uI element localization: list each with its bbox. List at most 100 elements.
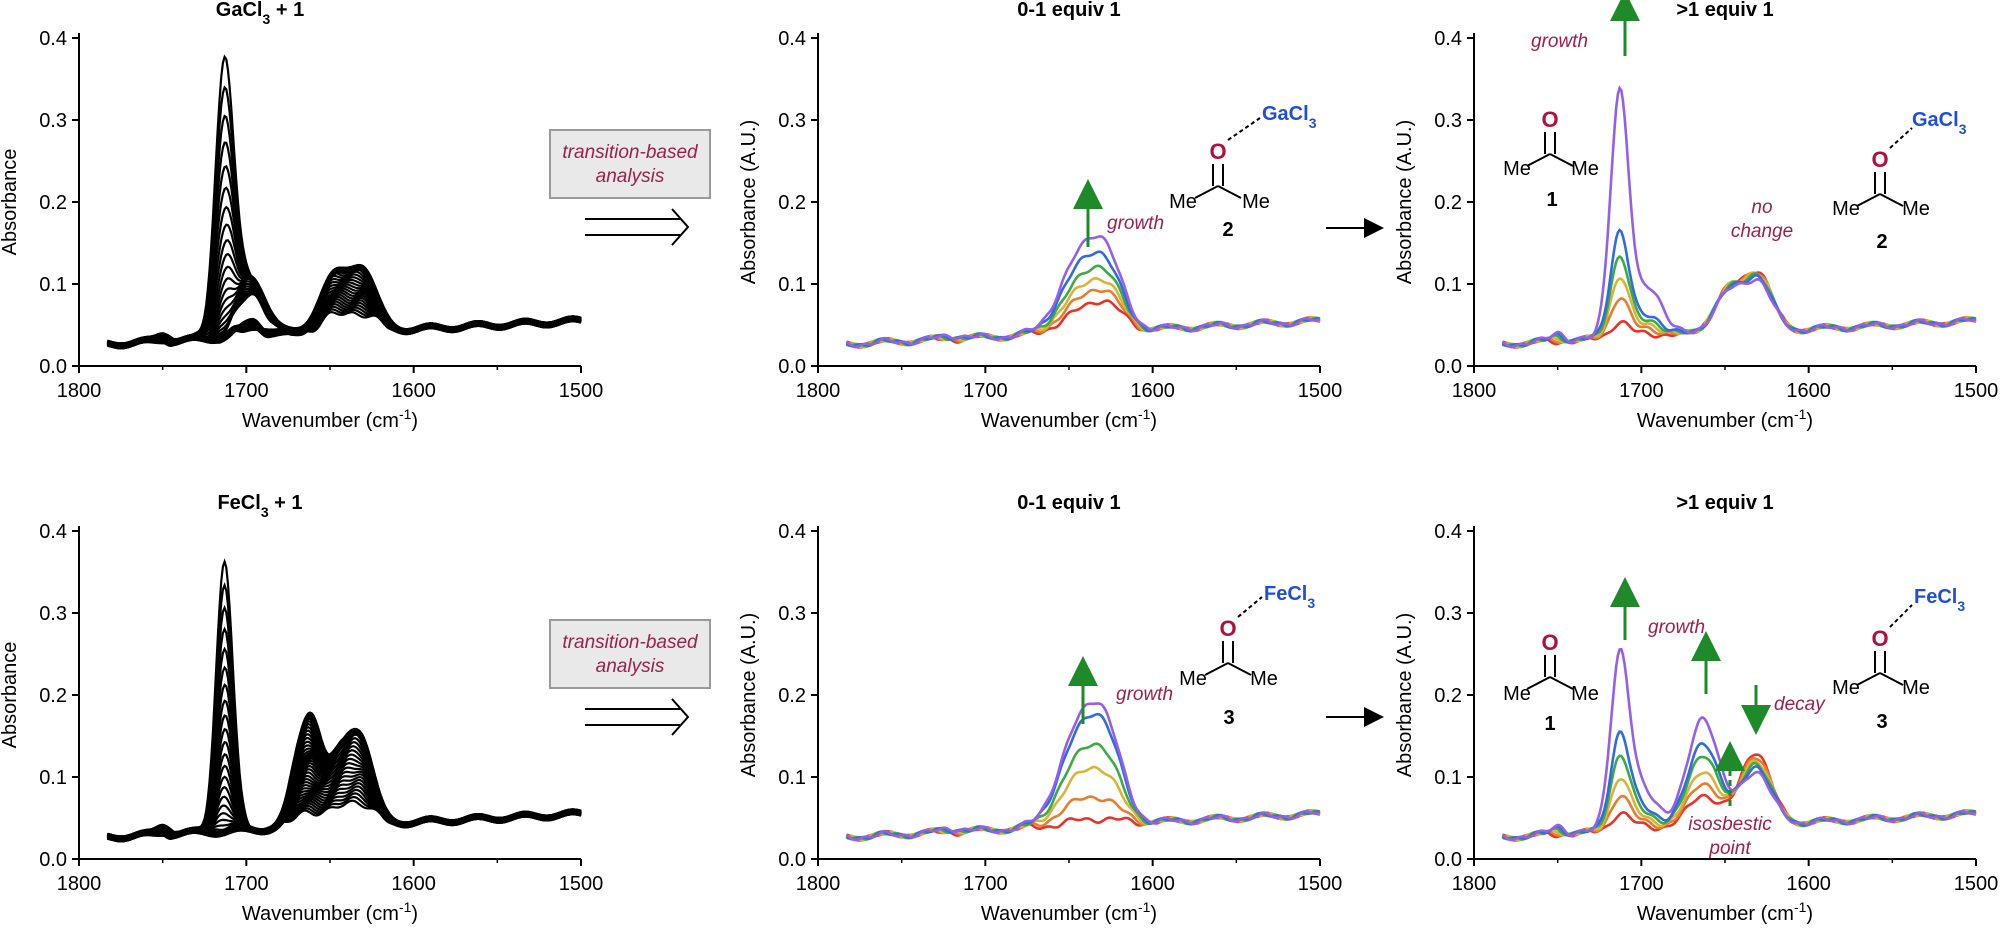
y-tick-label: 0.3	[39, 603, 67, 625]
y-tick-label: 0.2	[1434, 685, 1462, 707]
annotation-growth: growth	[1116, 684, 1173, 705]
series-line	[845, 250, 1320, 348]
series-line	[845, 235, 1321, 349]
x-tick-label: 1700	[1619, 380, 1664, 402]
panel-title: GaCl3 + 1	[216, 0, 304, 27]
methyl-left: Me	[1832, 198, 1860, 220]
y-tick-label: 0.0	[1434, 849, 1462, 871]
methyl-right: Me	[1571, 158, 1599, 180]
x-axis-label: Wavenumber (cm-1)	[1637, 406, 1813, 432]
methyl-left: Me	[1169, 191, 1197, 213]
panel-gacl3-raw: 0.0 0.1 0.2 0.3 0.4 1800 1700 1600 1500 Wavenumbe…	[0, 0, 603, 432]
x-tick-label: 1600	[1786, 380, 1831, 402]
y-tick-label: 0.4	[1434, 28, 1462, 50]
methyl-right: Me	[1571, 683, 1599, 705]
y-tick-label: 0.3	[1434, 603, 1462, 625]
series-line	[846, 276, 1321, 349]
x-tick-label: 1800	[1452, 873, 1497, 895]
y-axis-label: Absorbance (A.U.)	[1394, 120, 1416, 285]
double-arrow-bottom	[585, 698, 690, 736]
compound-label-1: 1	[1544, 713, 1555, 735]
plot-lines	[845, 235, 1321, 349]
box-text-line1: transition-based	[562, 142, 699, 163]
annotation-growth: growth	[1648, 617, 1705, 638]
series-line	[846, 765, 1321, 842]
chem-structure-1: O Me Me 1	[1503, 107, 1599, 211]
compound-label-2: 2	[1876, 231, 1887, 253]
compound-label-2: 2	[1222, 219, 1233, 241]
spectrum-line	[106, 775, 582, 841]
plot-lines	[845, 702, 1321, 842]
panel-fecl3-raw: 0.0 0.1 0.2 0.3 0.4 1800 1700 1600 1500 Wavenumbe…	[0, 492, 603, 925]
y-tick-label: 0.2	[39, 192, 67, 214]
x-tick-label: 1500	[1954, 873, 1999, 895]
chem-structure-3-right: O Me Me FeCl3 3	[1832, 586, 1965, 733]
compound-label-3: 3	[1876, 711, 1887, 733]
methyl-left: Me	[1503, 158, 1531, 180]
y-tick-label: 0.4	[1434, 521, 1462, 543]
annotation-isosbestic: isosbestic	[1688, 814, 1772, 835]
transition-box-bottom: transition-based analysis	[549, 619, 711, 689]
y-tick-label: 0.3	[778, 603, 806, 625]
box-text-line2: analysis	[596, 166, 665, 187]
compound-label-3: 3	[1223, 707, 1234, 729]
compound-label-1: 1	[1546, 189, 1557, 211]
chem-structure-2: O Me Me GaCl3 2	[1169, 103, 1317, 241]
spectrum-line	[107, 626, 582, 842]
x-tick-label: 1700	[224, 873, 269, 895]
methyl-left: Me	[1179, 668, 1207, 690]
y-tick-label: 0.1	[778, 274, 806, 296]
x-axis-label: Wavenumber (cm-1)	[981, 406, 1157, 432]
oxygen-atom: O	[1219, 616, 1236, 641]
x-tick-label: 1800	[796, 873, 841, 895]
x-tick-label: 1500	[1954, 380, 1999, 402]
x-axis-label: Wavenumber (cm-1)	[1637, 899, 1813, 925]
x-tick-label: 1600	[1130, 380, 1175, 402]
methyl-right: Me	[1250, 668, 1278, 690]
series-line	[845, 712, 1320, 841]
y-tick-label: 0.0	[1434, 356, 1462, 378]
y-tick-label: 0.1	[39, 767, 67, 789]
double-arrow-top	[585, 208, 690, 246]
y-tick-label: 0.2	[39, 685, 67, 707]
panel-title: 0-1 equiv 1	[1017, 492, 1120, 514]
methyl-right: Me	[1902, 677, 1930, 699]
y-tick-label: 0.2	[778, 192, 806, 214]
chem-structure-1-bottom: O Me Me 1	[1503, 630, 1599, 735]
y-axis-label: Absorbance (A.U.)	[738, 120, 760, 285]
y-tick-label: 0.2	[1434, 192, 1462, 214]
annotation-no: no	[1751, 197, 1772, 218]
x-axis-label: Wavenumber (cm-1)	[981, 899, 1157, 925]
y-tick-label: 0.0	[778, 356, 806, 378]
series-line	[1501, 647, 1977, 842]
methyl-left: Me	[1503, 683, 1531, 705]
chem-structure-2-right: O Me Me GaCl3 2	[1832, 109, 1967, 253]
oxygen-atom: O	[1871, 626, 1888, 651]
methyl-right: Me	[1242, 191, 1270, 213]
annotation-change: change	[1731, 221, 1793, 242]
series-line	[1501, 254, 1977, 348]
y-axis-label: Absorbance	[0, 149, 21, 256]
annotation-growth: growth	[1531, 31, 1588, 52]
panel-fecl3-high-equiv: 0.0 0.1 0.2 0.3 0.4 1800 1700 1600 1500 Wavenumbe…	[1394, 492, 1998, 925]
y-tick-label: 0.4	[778, 28, 806, 50]
metal-gacl3: GaCl3	[1912, 109, 1967, 137]
y-tick-label: 0.0	[39, 356, 67, 378]
metal-fecl3: FeCl3	[1914, 586, 1965, 614]
annotation-point: point	[1708, 838, 1751, 859]
y-axis-label: Absorbance	[0, 642, 21, 749]
oxygen-atom: O	[1541, 630, 1558, 655]
x-tick-label: 1800	[57, 873, 102, 895]
x-tick-label: 1500	[559, 873, 604, 895]
metal-gacl3: GaCl3	[1262, 103, 1317, 131]
spectrum-line	[106, 558, 581, 841]
transition-box-top: transition-based analysis	[549, 129, 711, 199]
y-tick-label: 0.3	[1434, 110, 1462, 132]
spectrum-line	[107, 165, 582, 349]
x-tick-label: 1800	[57, 380, 102, 402]
x-tick-label: 1600	[1786, 873, 1831, 895]
oxygen-atom: O	[1209, 139, 1226, 164]
panel-title: FeCl3 + 1	[217, 492, 302, 520]
plot-lines	[106, 54, 582, 350]
